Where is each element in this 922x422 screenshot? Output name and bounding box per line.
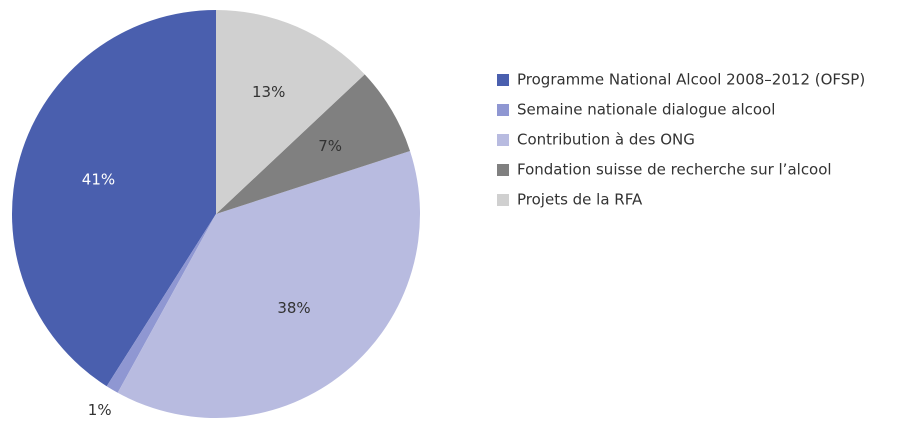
legend-label: Semaine nationale dialogue alcool (517, 101, 775, 119)
data-label: 41% (82, 170, 115, 188)
legend-swatch (497, 74, 509, 86)
legend-swatch (497, 164, 509, 176)
data-label: 38% (277, 299, 310, 317)
legend-swatch (497, 194, 509, 206)
legend-swatch (497, 134, 509, 146)
data-label: 13% (252, 83, 285, 101)
pie-slice (106, 214, 216, 393)
legend-swatch (497, 104, 509, 116)
legend-label: Projets de la RFA (517, 191, 643, 209)
pie-slice (216, 74, 411, 215)
data-label: 1% (88, 401, 112, 419)
pie-slice (216, 10, 365, 214)
legend-label: Fondation suisse de recherche sur l’alco… (517, 161, 832, 179)
pie-slice (117, 150, 421, 418)
legend-label: Contribution à des ONG (517, 131, 695, 149)
pie-slice (11, 10, 216, 387)
legend-label: Programme National Alcool 2008–2012 (OFS… (517, 71, 865, 89)
data-label: 7% (318, 137, 342, 155)
